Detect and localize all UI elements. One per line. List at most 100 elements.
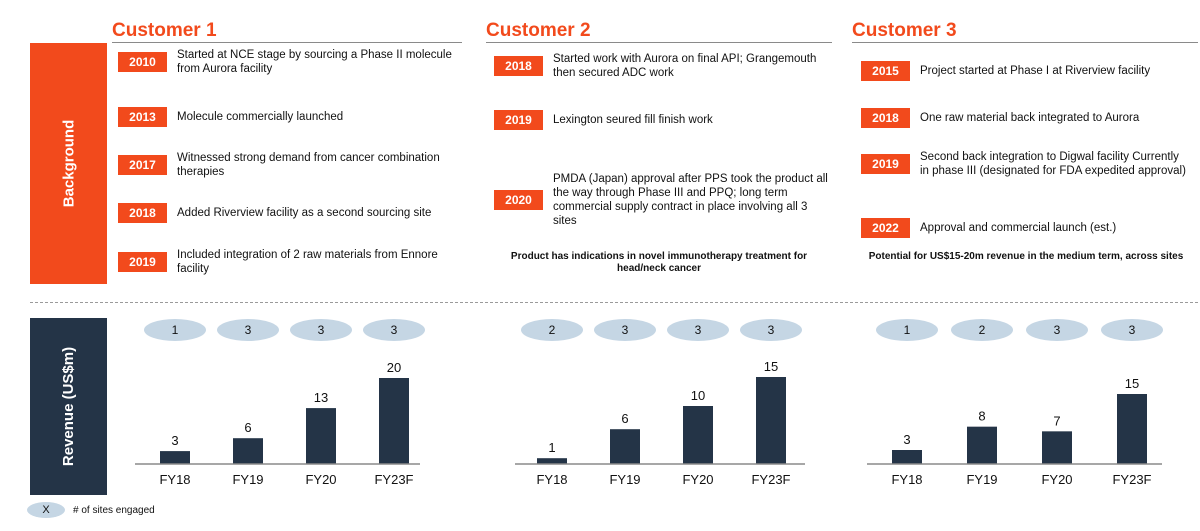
- site-count-oval: [667, 319, 729, 341]
- site-count-label: 2: [979, 323, 986, 337]
- site-count-oval: [1101, 319, 1163, 341]
- site-count-label: 3: [245, 323, 252, 337]
- revenue-bar: [756, 377, 786, 464]
- year-badge: 2010: [118, 52, 167, 72]
- year-badge: 2020: [494, 190, 543, 210]
- site-count-oval: [144, 319, 206, 341]
- customer-1-title-rule: [112, 42, 462, 43]
- year-badge: 2019: [494, 110, 543, 130]
- legend-text: # of sites engaged: [73, 504, 155, 516]
- site-count-oval: [876, 319, 938, 341]
- event-text: One raw material back integrated to Auro…: [920, 112, 1140, 124]
- bar-value-label: 1: [548, 440, 555, 455]
- customer-1-revenue-chart: 1 3 FY18 3 6 FY19 3 13 FY20 3 20 FY23F: [125, 312, 465, 502]
- customer-1-event: 2019 Included integration of 2 raw mater…: [118, 248, 468, 276]
- revenue-bar: [683, 406, 713, 464]
- site-count-oval: [363, 319, 425, 341]
- revenue-bar: [379, 378, 409, 464]
- customer-3-title: Customer 3: [852, 20, 957, 41]
- event-text: Started at NCE stage by sourcing a Phase…: [177, 49, 452, 75]
- bar-value-label: 10: [691, 388, 705, 403]
- bar-value-label: 3: [171, 433, 178, 448]
- site-count-label: 3: [622, 323, 629, 337]
- event-text: Project started at Phase I at Riverview …: [920, 65, 1151, 77]
- customer-2-chart-svg: 2 1 FY18 3 6 FY19 3 10 FY20 3 15 FY23F: [515, 319, 805, 487]
- year-badge: 2017: [118, 155, 167, 175]
- customer-1-event: 2010 Started at NCE stage by sourcing a …: [118, 48, 468, 76]
- site-count-label: 3: [1054, 323, 1061, 337]
- customer-3-title-rule: [852, 42, 1198, 43]
- year-badge: 2018: [118, 203, 167, 223]
- section-divider: [30, 302, 1198, 303]
- site-count-oval: [521, 319, 583, 341]
- event-text: Started work with Aurora on final API; G…: [553, 53, 817, 79]
- year-badge: 2018: [861, 108, 910, 128]
- event-text: PMDA (Japan) approval after PPS took the…: [553, 173, 828, 227]
- event-text: Lexington seured fill finish work: [553, 114, 713, 126]
- revenue-bar: [1117, 394, 1147, 464]
- customer-2-title-rule: [486, 42, 832, 43]
- revenue-bar: [233, 438, 263, 464]
- site-count-oval: [594, 319, 656, 341]
- category-tick-label: FY20: [305, 472, 336, 487]
- bar-value-label: 13: [314, 390, 328, 405]
- site-count-label: 2: [549, 323, 556, 337]
- customer-3-event: 2018 One raw material back integrated to…: [861, 108, 1196, 128]
- event-text: Molecule commercially launched: [177, 111, 344, 123]
- event-text: Added Riverview facility as a second sou…: [177, 207, 432, 219]
- customer-2-event: 2020 PMDA (Japan) approval after PPS too…: [494, 172, 834, 228]
- site-count-oval: [290, 319, 352, 341]
- customer-2-summary: Product has indications in novel immunot…: [510, 251, 808, 274]
- legend-site-oval: X: [27, 502, 65, 518]
- category-tick-label: FY20: [1041, 472, 1072, 487]
- customer-2-title: Customer 2: [486, 20, 591, 41]
- category-tick-label: FY20: [682, 472, 713, 487]
- customer-1-title: Customer 1: [112, 20, 217, 41]
- revenue-bar: [160, 451, 190, 464]
- bar-value-label: 6: [621, 411, 628, 426]
- bar-value-label: 15: [1125, 376, 1139, 391]
- year-badge: 2019: [861, 154, 910, 174]
- revenue-label-text: Revenue (US$m): [60, 346, 78, 467]
- customer-3-event: 2015 Project started at Phase I at River…: [861, 61, 1196, 81]
- customer-2-event: 2018 Started work with Aurora on final A…: [494, 52, 834, 80]
- event-text: Witnessed strong demand from cancer comb…: [177, 152, 440, 178]
- site-count-label: 3: [391, 323, 398, 337]
- bar-value-label: 15: [764, 359, 778, 374]
- customer-2-event: 2019 Lexington seured fill finish work: [494, 110, 834, 130]
- revenue-bar: [537, 458, 567, 464]
- bar-value-label: 20: [387, 360, 401, 375]
- category-tick-label: FY23F: [374, 472, 413, 487]
- site-count-oval: [217, 319, 279, 341]
- event-text: Second back integration to Digwal facili…: [920, 151, 1186, 177]
- revenue-bar: [306, 408, 336, 464]
- customer-1-event: 2013 Molecule commercially launched: [118, 107, 468, 127]
- background-section-label: Background: [30, 43, 107, 284]
- category-tick-label: FY18: [536, 472, 567, 487]
- bar-value-label: 6: [244, 420, 251, 435]
- site-count-oval: [1026, 319, 1088, 341]
- customer-3-revenue-chart: 1 3 FY18 2 8 FY19 3 7 FY20 3 15 FY23F: [857, 312, 1197, 502]
- category-tick-label: FY19: [232, 472, 263, 487]
- customer-2-revenue-chart: 2 1 FY18 3 6 FY19 3 10 FY20 3 15 FY23F: [500, 312, 840, 502]
- customer-1-event: 2017 Witnessed strong demand from cancer…: [118, 151, 468, 179]
- site-count-label: 3: [768, 323, 775, 337]
- customer-3-summary: Potential for US$15-20m revenue in the m…: [868, 251, 1184, 262]
- bar-value-label: 7: [1053, 413, 1060, 428]
- bar-value-label: 3: [903, 432, 910, 447]
- year-badge: 2013: [118, 107, 167, 127]
- sites-legend: X # of sites engaged: [27, 502, 155, 518]
- year-badge: 2019: [118, 252, 167, 272]
- category-tick-label: FY23F: [751, 472, 790, 487]
- revenue-section-label: Revenue (US$m): [30, 318, 107, 495]
- category-tick-label: FY19: [609, 472, 640, 487]
- site-count-label: 3: [695, 323, 702, 337]
- background-label-text: Background: [60, 119, 78, 208]
- site-count-label: 1: [172, 323, 179, 337]
- customer-1-event: 2018 Added Riverview facility as a secon…: [118, 203, 468, 223]
- customer-3-chart-svg: 1 3 FY18 2 8 FY19 3 7 FY20 3 15 FY23F: [867, 319, 1163, 487]
- category-tick-label: FY19: [966, 472, 997, 487]
- event-text: Included integration of 2 raw materials …: [177, 249, 438, 275]
- category-tick-label: FY23F: [1112, 472, 1151, 487]
